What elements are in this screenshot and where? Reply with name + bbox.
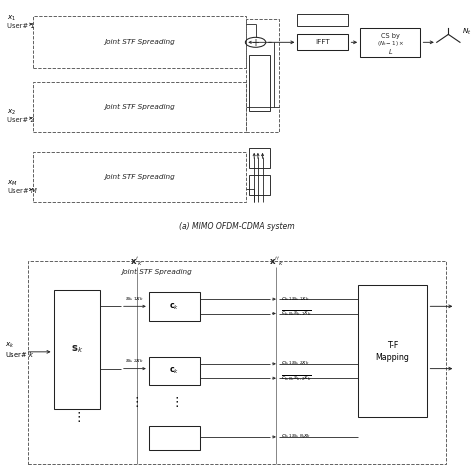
Bar [149,356,200,385]
Text: T-F: T-F [387,341,398,350]
Text: $s_{k,2}x_k$: $s_{k,2}x_k$ [125,358,145,365]
Text: $\overline{c_{k,N_c}s_{k,1}x_k}$: $\overline{c_{k,N_c}s_{k,1}x_k}$ [281,309,312,319]
Text: $(N_t-1)\times$: $(N_t-1)\times$ [377,39,404,48]
Text: $\vdots$: $\vdots$ [73,410,81,424]
Text: $\mathbf{c}_k$: $\mathbf{c}_k$ [169,366,179,376]
Text: $\vdots$: $\vdots$ [130,395,139,409]
Bar [297,35,348,50]
Text: $x_1$: $x_1$ [7,14,16,23]
Text: $+$: $+$ [251,37,260,48]
Text: $\mathbf{c}_k$: $\mathbf{c}_k$ [169,301,179,311]
Text: Mapping: Mapping [376,353,410,362]
Text: $L$: $L$ [388,47,393,56]
Bar [360,27,420,57]
Text: $\mathbf{s}_k$: $\mathbf{s}_k$ [71,344,83,356]
Bar [33,82,246,132]
Bar [149,426,200,450]
Text: $x_M$: $x_M$ [7,179,18,188]
Text: $c_{k,1}s_{k,1}x_k$: $c_{k,1}s_{k,1}x_k$ [281,295,310,303]
Text: User# $k$: User# $k$ [5,350,34,359]
Text: Joint STF Spreading: Joint STF Spreading [104,174,175,180]
Text: (a) MIMO OFDM-CDMA system: (a) MIMO OFDM-CDMA system [179,222,295,231]
Bar [358,285,428,417]
Text: $\mathbf{x}''_k$: $\mathbf{x}''_k$ [269,256,284,268]
Text: $c_{k,1}s_{k,2}x_k$: $c_{k,1}s_{k,2}x_k$ [281,360,310,367]
Bar [149,292,200,321]
Text: IFFT: IFFT [316,39,330,46]
Text: User# $M$: User# $M$ [7,186,38,195]
Text: $\vdots$: $\vdots$ [170,395,179,409]
Bar [248,147,270,168]
Text: Joint STF Spreading: Joint STF Spreading [104,104,175,110]
Text: $\mathbf{x}'_k$: $\mathbf{x}'_k$ [130,256,144,268]
Text: $x_k$: $x_k$ [5,341,14,350]
Text: Joint STF Spreading: Joint STF Spreading [104,39,175,46]
Text: $N_t$: $N_t$ [462,27,472,37]
Bar [248,55,270,111]
Text: CS by: CS by [381,33,400,38]
Bar [33,152,246,202]
Text: $s_{k,1}x_k$: $s_{k,1}x_k$ [125,295,145,303]
Text: Joint STF Spreading: Joint STF Spreading [121,268,191,274]
Bar [297,14,348,27]
Bar [248,175,270,195]
Bar [246,18,279,132]
Bar [54,290,100,410]
Text: $\overline{c_{k,N_c}s_{k,2}x_k}$: $\overline{c_{k,N_c}s_{k,2}x_k}$ [281,374,312,383]
Text: $x_2$: $x_2$ [7,108,16,117]
Text: User# 2: User# 2 [7,117,35,123]
Text: $c_{k,1}s_{k,N_t}x_k$: $c_{k,1}s_{k,N_t}x_k$ [281,433,311,441]
Text: User# 1: User# 1 [7,23,35,28]
Bar [33,16,246,68]
